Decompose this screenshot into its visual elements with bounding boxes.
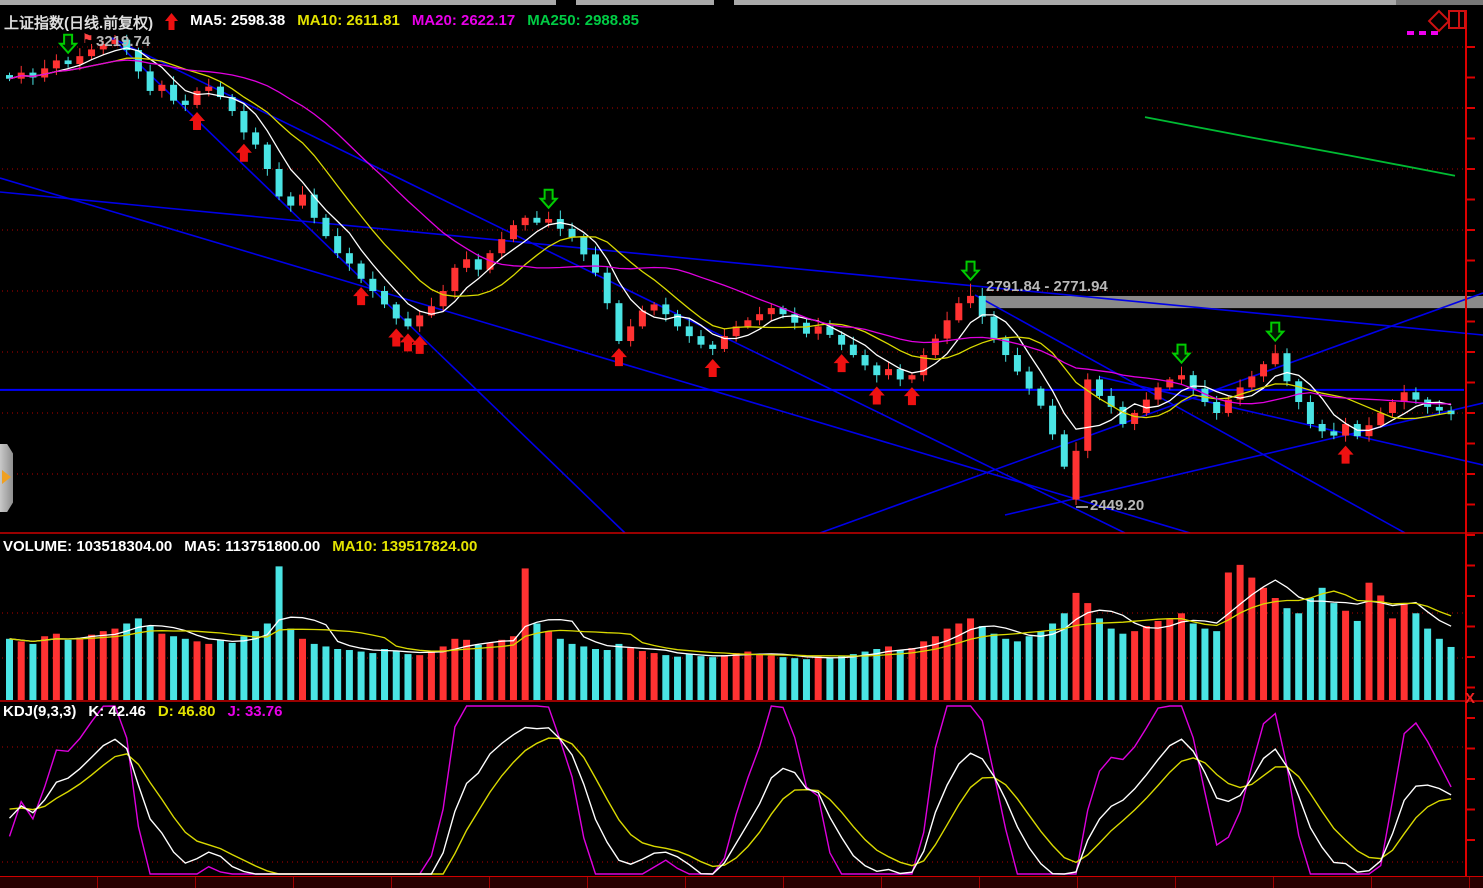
ma250-value: MA250: 2988.85	[527, 12, 639, 29]
time-axis-bar[interactable]	[0, 876, 1483, 888]
kdj-k-value: K: 42.46	[88, 703, 146, 720]
volume-panel-header: VOLUME: 103518304.00 MA5: 113751800.00 M…	[3, 538, 477, 555]
kdj-j-value: J: 33.76	[227, 703, 283, 720]
kdj-label: KDJ(9,3,3)	[3, 703, 77, 720]
window-strip	[0, 0, 1483, 5]
volume-value: VOLUME: 103518304.00	[3, 538, 173, 555]
ma5-value: MA5: 2598.38	[190, 12, 286, 29]
peak-price-label: 3219.74	[96, 33, 151, 50]
strip-notch	[556, 0, 576, 5]
ma10-value: MA10: 2611.81	[297, 12, 400, 29]
strip-notch	[714, 0, 734, 5]
price-panel-header: 上证指数(日线.前复权) MA5: 2598.38 MA10: 2611.81 …	[4, 12, 639, 33]
gap-range-label: 2791.84 - 2771.94	[986, 278, 1108, 295]
volume-ma5-value: MA5: 113751800.00	[184, 538, 321, 555]
close-indicator-button[interactable]: X	[1465, 690, 1476, 707]
window-icon[interactable]	[1448, 10, 1466, 29]
flag-icon: ⚑	[82, 31, 94, 46]
kdj-d-value: D: 46.80	[157, 703, 216, 720]
expand-triangle-icon	[2, 470, 11, 484]
up-arrow-icon	[165, 13, 179, 34]
instrument-title: 上证指数(日线.前复权)	[4, 15, 154, 32]
low-price-label: 2449.20	[1090, 497, 1145, 514]
volume-ma10-value: MA10: 139517824.00	[332, 538, 478, 555]
ma20-value: MA20: 2622.17	[411, 12, 516, 29]
kdj-panel-header: KDJ(9,3,3) K: 42.46 D: 46.80 J: 33.76	[3, 703, 283, 720]
more-dots-icon[interactable]	[1407, 31, 1438, 35]
strip-notch	[1396, 0, 1483, 5]
panel-expand-tab[interactable]	[0, 444, 13, 512]
